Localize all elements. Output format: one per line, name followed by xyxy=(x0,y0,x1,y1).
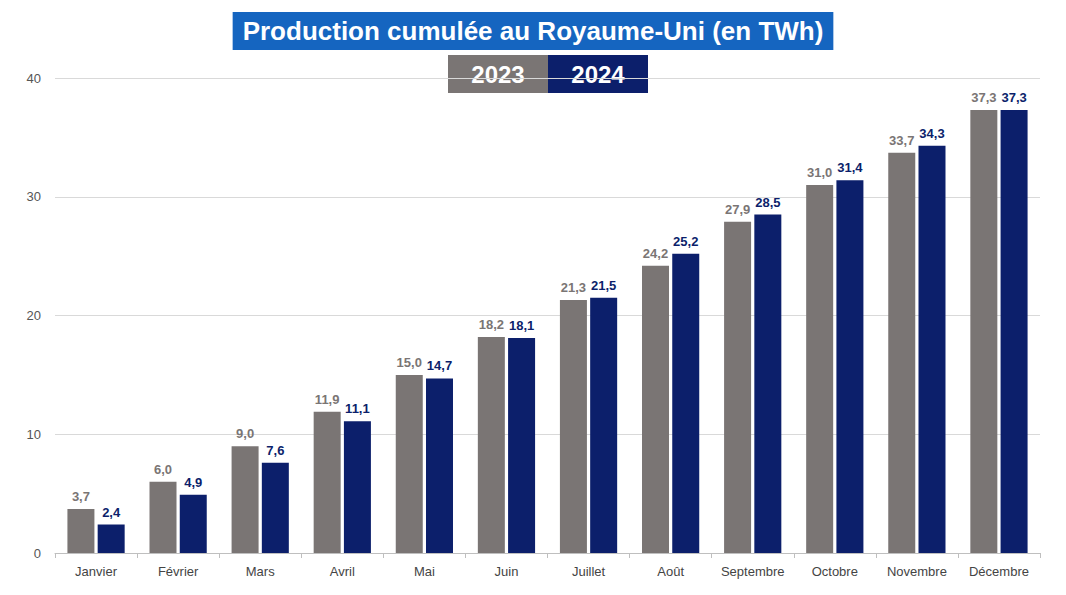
svg-text:3,7: 3,7 xyxy=(72,489,90,504)
svg-text:40: 40 xyxy=(27,71,41,86)
svg-text:Production cumulée au Royaume-: Production cumulée au Royaume-Uni (en TW… xyxy=(243,16,824,46)
svg-text:34,3: 34,3 xyxy=(919,126,944,141)
svg-text:Novembre: Novembre xyxy=(887,564,947,579)
svg-text:15,0: 15,0 xyxy=(397,355,422,370)
svg-text:18,1: 18,1 xyxy=(509,318,534,333)
svg-text:4,9: 4,9 xyxy=(184,475,202,490)
svg-text:33,7: 33,7 xyxy=(889,133,914,148)
svg-text:Octobre: Octobre xyxy=(812,564,858,579)
svg-text:21,5: 21,5 xyxy=(591,278,616,293)
svg-text:Février: Février xyxy=(158,564,199,579)
svg-text:11,1: 11,1 xyxy=(345,401,370,416)
svg-text:31,4: 31,4 xyxy=(837,160,863,175)
svg-text:Décembre: Décembre xyxy=(969,564,1029,579)
svg-text:37,3: 37,3 xyxy=(1001,90,1026,105)
svg-text:Août: Août xyxy=(657,564,684,579)
svg-text:0: 0 xyxy=(34,546,41,561)
svg-text:Janvier: Janvier xyxy=(75,564,118,579)
svg-text:37,3: 37,3 xyxy=(971,90,996,105)
svg-text:31,0: 31,0 xyxy=(807,165,832,180)
svg-text:Avril: Avril xyxy=(330,564,355,579)
svg-text:20: 20 xyxy=(27,308,41,323)
svg-text:27,9: 27,9 xyxy=(725,202,750,217)
svg-text:28,5: 28,5 xyxy=(755,195,780,210)
svg-text:21,3: 21,3 xyxy=(561,280,586,295)
svg-text:Septembre: Septembre xyxy=(721,564,785,579)
svg-text:24,2: 24,2 xyxy=(643,246,668,261)
svg-text:7,6: 7,6 xyxy=(266,443,284,458)
svg-text:18,2: 18,2 xyxy=(479,317,504,332)
svg-text:6,0: 6,0 xyxy=(154,462,172,477)
svg-text:Mars: Mars xyxy=(246,564,275,579)
svg-text:30: 30 xyxy=(27,189,41,204)
svg-text:2024: 2024 xyxy=(571,61,625,88)
svg-text:Juillet: Juillet xyxy=(572,564,606,579)
svg-text:2,4: 2,4 xyxy=(102,505,121,520)
svg-text:9,0: 9,0 xyxy=(236,426,254,441)
svg-text:10: 10 xyxy=(27,427,41,442)
svg-text:14,7: 14,7 xyxy=(427,358,452,373)
svg-text:Mai: Mai xyxy=(414,564,435,579)
svg-text:2023: 2023 xyxy=(471,61,524,88)
svg-text:11,9: 11,9 xyxy=(315,392,340,407)
svg-text:25,2: 25,2 xyxy=(673,234,698,249)
svg-text:Juin: Juin xyxy=(495,564,519,579)
